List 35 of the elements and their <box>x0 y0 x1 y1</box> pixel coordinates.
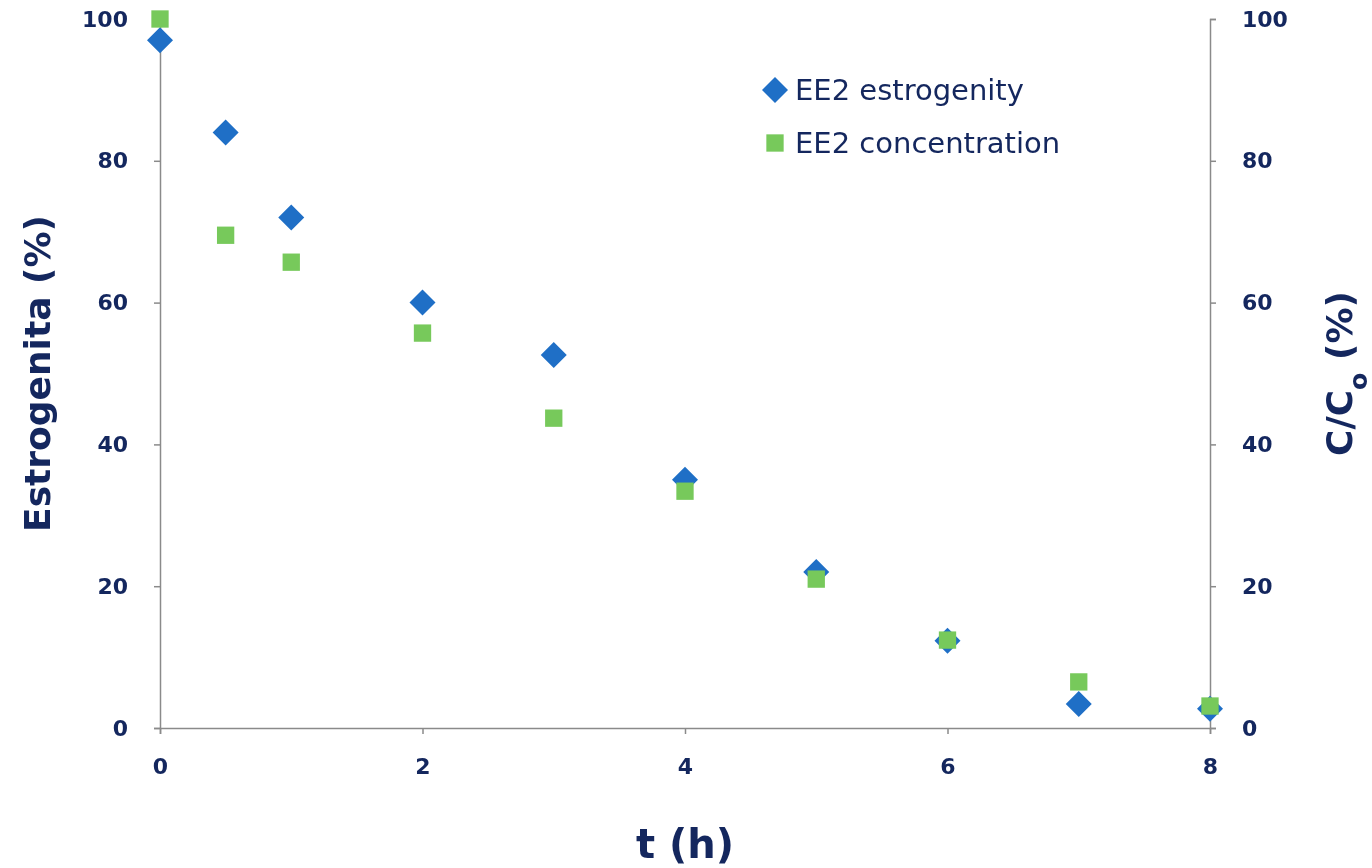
point <box>545 409 563 427</box>
x-tick-label: 2 <box>415 753 431 779</box>
y-tick-label: 60 <box>97 290 128 316</box>
point <box>1070 673 1088 691</box>
y2-tick-label: 60 <box>1242 290 1273 316</box>
x-tick-label: 6 <box>940 753 956 779</box>
point <box>147 27 173 54</box>
point <box>151 10 169 28</box>
point <box>540 342 567 369</box>
point <box>409 289 436 316</box>
x-axis-title: t (h) <box>635 821 735 867</box>
y-tick-label: 80 <box>97 148 128 174</box>
y-tick-label: 0 <box>112 715 128 741</box>
point <box>413 324 432 342</box>
point <box>676 482 694 500</box>
y2-tick-label: 80 <box>1242 148 1273 174</box>
x-tick-label: 0 <box>152 753 169 779</box>
point <box>212 119 239 146</box>
point <box>282 253 300 271</box>
legend-label: EE2 estrogenity <box>795 73 1024 107</box>
point <box>1065 690 1092 717</box>
y-tick-label: 100 <box>82 6 128 32</box>
point <box>807 570 825 588</box>
legend-label: EE2 concentration <box>795 126 1061 160</box>
y2-tick-label: 0 <box>1242 715 1258 741</box>
y-tick-label: 40 <box>97 431 128 457</box>
x-tick-label: 4 <box>677 753 694 779</box>
y-tick-label: 20 <box>97 573 128 599</box>
x-tick-label: 8 <box>1202 753 1219 779</box>
y2-tick-label: 100 <box>1242 6 1288 32</box>
point <box>278 204 305 231</box>
y2-tick-label: 20 <box>1242 573 1273 599</box>
y-axis-title: Estrogenita (%) <box>17 215 58 532</box>
y2-tick-label: 40 <box>1242 431 1273 457</box>
point <box>216 226 235 244</box>
